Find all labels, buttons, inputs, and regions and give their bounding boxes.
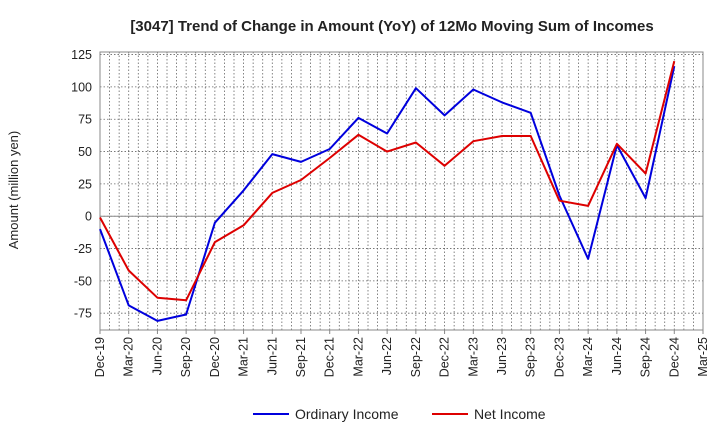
- x-tick-label: Dec-20: [208, 337, 222, 377]
- y-tick-label: 50: [78, 145, 92, 159]
- x-tick-label: Sep-22: [409, 337, 423, 377]
- y-tick-label: 125: [71, 48, 92, 62]
- y-tick-label: -50: [74, 274, 92, 288]
- x-tick-label: Jun-21: [265, 337, 279, 375]
- x-tick-label: Mar-21: [237, 337, 251, 377]
- y-tick-label: -75: [74, 307, 92, 321]
- x-tick-label: Sep-21: [294, 337, 308, 377]
- x-tick-label: Jun-23: [495, 337, 509, 375]
- x-tick-label: Mar-22: [351, 337, 365, 377]
- y-tick-label: 0: [85, 210, 92, 224]
- x-tick-label: Jun-22: [380, 337, 394, 375]
- x-tick-label: Sep-20: [179, 337, 193, 377]
- series-lines: [99, 60, 676, 322]
- plot-area: [99, 51, 704, 331]
- x-tick-label: Mar-25: [696, 337, 710, 377]
- x-tick-label: Sep-23: [524, 337, 538, 377]
- x-tick-label: Dec-24: [667, 337, 681, 377]
- y-tick-label: 25: [78, 177, 92, 191]
- series-line-net-income: [99, 60, 676, 302]
- y-tick-label: -25: [74, 242, 92, 256]
- legend-label: Ordinary Income: [295, 406, 399, 422]
- x-tick-label: Mar-24: [581, 337, 595, 377]
- x-tick-label: Dec-22: [438, 337, 452, 377]
- x-tick-label: Dec-21: [323, 337, 337, 377]
- x-axis-ticks: Dec-19 Mar-20 Jun-20 Sep-20 Dec-20 Mar-21 Jun-…: [93, 330, 710, 377]
- grid-lines: [99, 52, 704, 330]
- y-axis-ticks: 125 100 75 50 25 0 -25 -50 -75: [71, 48, 92, 321]
- x-tick-label: Sep-24: [639, 337, 653, 377]
- x-tick-label: Mar-20: [122, 337, 136, 377]
- y-tick-label: 100: [71, 80, 92, 94]
- legend-label: Net Income: [474, 406, 546, 422]
- x-tick-label: Jun-20: [150, 337, 164, 375]
- x-tick-label: Dec-19: [93, 337, 107, 377]
- x-tick-label: Mar-23: [466, 337, 480, 377]
- chart-title: [3047] Trend of Change in Amount (YoY) o…: [130, 18, 653, 35]
- x-tick-label: Jun-24: [610, 337, 624, 375]
- legend: Ordinary Income Net Income: [253, 406, 546, 422]
- y-axis-label: Amount (million yen): [6, 131, 21, 250]
- y-tick-label: 75: [78, 113, 92, 127]
- x-tick-label: Dec-23: [552, 337, 566, 377]
- series-line-ordinary-income: [99, 65, 676, 322]
